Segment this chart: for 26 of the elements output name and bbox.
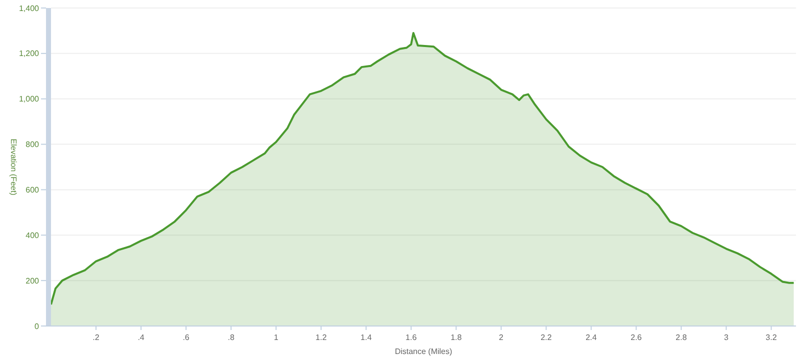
x-tick-label: 2.6 xyxy=(630,333,642,342)
y-tick-label: 1,000 xyxy=(18,94,40,104)
x-axis-title: Distance (Miles) xyxy=(394,347,453,356)
y-tick-label: 400 xyxy=(26,230,40,240)
x-tick-label: 2.8 xyxy=(676,333,688,342)
x-tick-label: 1.8 xyxy=(450,333,462,342)
y-tick-label: 0 xyxy=(34,322,40,331)
x-tick-label: 1.2 xyxy=(316,333,328,342)
x-tick-label: 2 xyxy=(498,333,504,342)
x-tick-label: 1.4 xyxy=(360,333,372,342)
x-tick-label: .4 xyxy=(138,333,145,342)
x-tick-label: 1.6 xyxy=(406,333,418,342)
y-tick-label: 800 xyxy=(26,140,40,150)
y-tick-label: 600 xyxy=(26,186,40,195)
x-tick-label: 3 xyxy=(724,333,729,342)
x-tick-label: .6 xyxy=(182,333,190,342)
y-tick-label: 200 xyxy=(26,276,40,286)
x-tick-label: .8 xyxy=(228,333,235,342)
y-tick-label: 1,200 xyxy=(18,49,40,58)
x-tick-label: 1 xyxy=(274,333,279,342)
y-tick-label: 1,400 xyxy=(18,4,40,13)
x-tick-label: 2.4 xyxy=(586,333,598,342)
x-tick-label: 3.2 xyxy=(766,333,778,342)
x-tick-label: 2.2 xyxy=(540,333,552,342)
x-tick-label: .2 xyxy=(92,333,100,342)
y-axis-title: Elevation (Feet) xyxy=(9,138,18,196)
